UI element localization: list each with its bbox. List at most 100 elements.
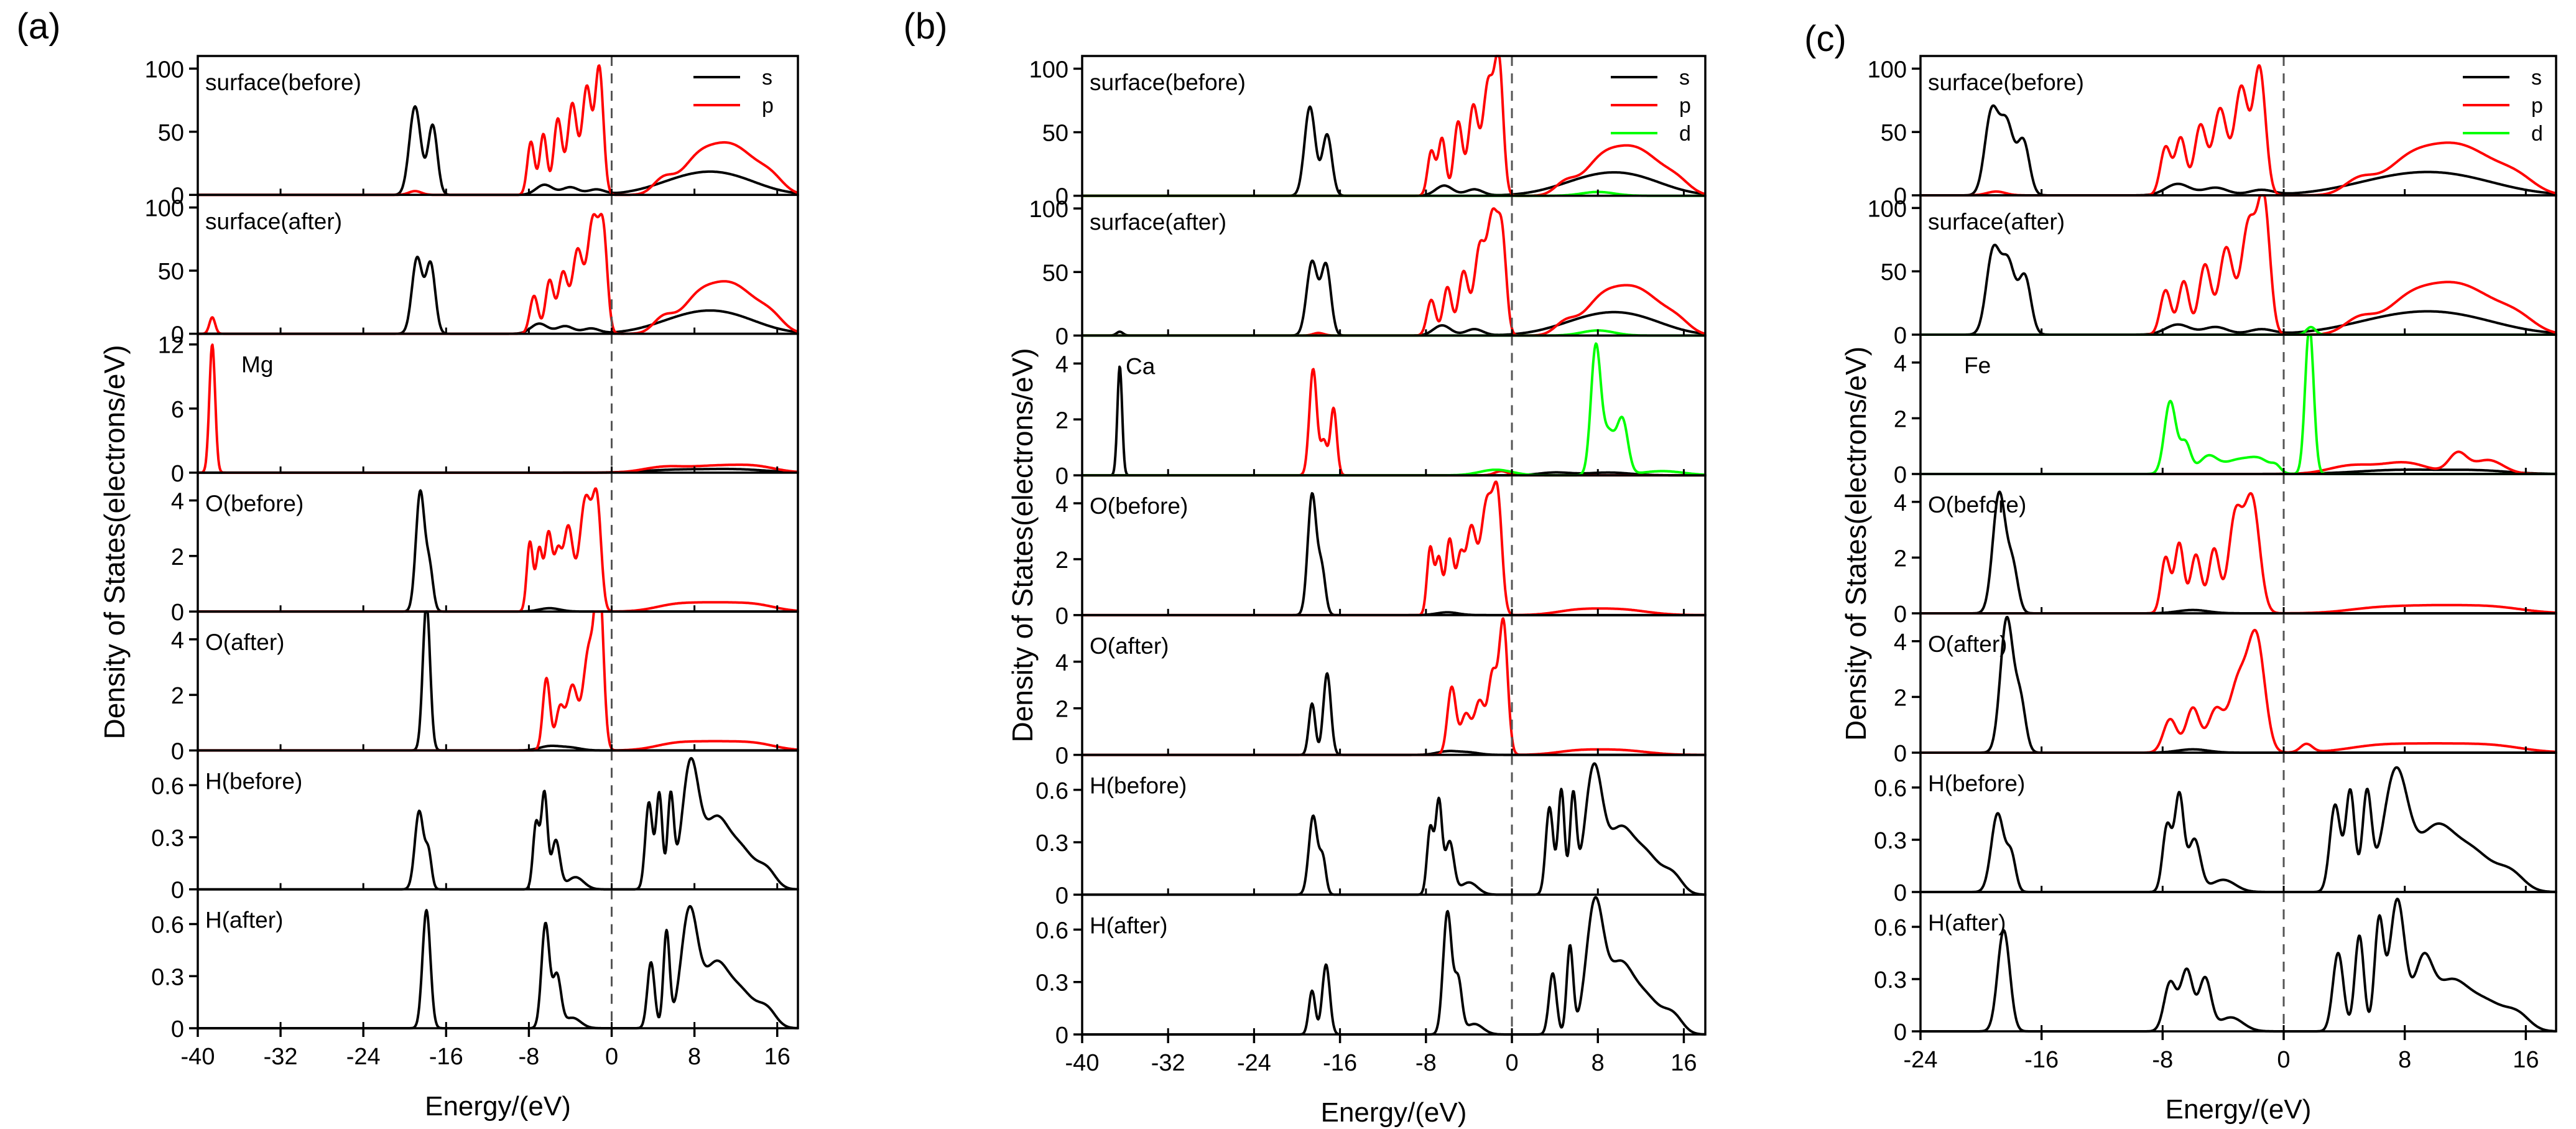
y-tick-label: 0.3 (1874, 967, 1907, 993)
series-s-line (1920, 104, 2557, 197)
y-axis-label: Density of States(electrons/eV) (98, 345, 131, 739)
subplot-h-after-: 0 0.3 0.6 H(after) (151, 888, 799, 1043)
series-d-line (1920, 325, 2557, 336)
subplot-label: surface(after) (1928, 209, 2065, 235)
series-s-line (1920, 616, 2557, 754)
y-tick-label: 50 (158, 259, 184, 285)
x-tick-label: 16 (1670, 1050, 1697, 1076)
subplot-label: Mg (241, 352, 273, 378)
subplot-frame (1081, 334, 1707, 476)
y-tick-label: 4 (171, 628, 184, 654)
y-tick-label: 0 (1894, 1020, 1907, 1046)
x-tick-label: -8 (2152, 1047, 2173, 1073)
x-tick-label: -32 (1151, 1050, 1185, 1076)
subplot-surface-after-: 0 50 100 surface(after) (145, 193, 799, 348)
y-tick-label: 4 (171, 489, 184, 515)
y-axis-label: Density of States(electrons/eV) (1006, 348, 1039, 742)
y-tick-label: 6 (171, 397, 184, 423)
subplot-o-after-: 0 2 4 O(after) (1055, 614, 1707, 769)
series-s-line (1082, 896, 1706, 1036)
y-tick-label: 0 (1894, 462, 1907, 488)
panel-label: (a) (17, 6, 61, 47)
series-s-line (1082, 105, 1706, 197)
subplot-label: surface(after) (205, 208, 342, 234)
y-tick-label: 2 (1894, 406, 1907, 432)
y-tick-label: 4 (1894, 490, 1907, 516)
y-tick-label: 0.3 (1035, 970, 1068, 997)
legend-label: d (1679, 122, 1691, 146)
y-tick-label: 0 (1055, 323, 1068, 350)
subplot-o-before-: 0 2 4 O(before) (1894, 473, 2557, 628)
legend-label: s (762, 66, 772, 90)
y-tick-label: 2 (1055, 547, 1068, 574)
y-tick-label: 2 (1894, 546, 1907, 572)
subplot-label: O(before) (1928, 492, 2026, 518)
x-tick-label: -40 (1065, 1050, 1100, 1076)
subplot-frame (197, 888, 799, 1029)
legend-label: p (2531, 94, 2543, 118)
panel-c: (c) 0 50 100 surface(before) spd 0 50 100 surface… (1804, 19, 2557, 1125)
x-tick-label: 0 (605, 1044, 618, 1070)
y-tick-label: 0.3 (1874, 828, 1907, 854)
y-tick-label: 0 (1055, 1023, 1068, 1049)
subplot-label: surface(after) (1090, 210, 1226, 235)
x-tick-label: -40 (181, 1044, 215, 1070)
subplot-frame (1081, 893, 1707, 1036)
y-tick-label: 100 (145, 196, 184, 222)
y-tick-label: 4 (1894, 351, 1907, 377)
subplot-label: Fe (1964, 353, 1991, 378)
y-tick-label: 4 (1894, 630, 1907, 656)
x-tick-label: -32 (264, 1044, 298, 1070)
legend: sp (693, 66, 774, 118)
x-tick-label: 8 (2398, 1047, 2411, 1073)
x-tick-label: -24 (346, 1044, 381, 1070)
y-tick-label: 0.6 (1035, 918, 1068, 944)
subplot-fe: 0 2 4 Fe (1894, 333, 2557, 488)
x-tick-label: 8 (688, 1044, 701, 1070)
x-tick-label: -8 (519, 1044, 540, 1070)
subplot-label: surface(before) (205, 70, 361, 95)
subplot-o-after-: 0 2 4 O(after) (1894, 612, 2557, 767)
panel-a: (a) 0 50 100 surface(before) sp 0 50 100 surface(… (17, 6, 799, 1122)
y-tick-label: 0 (1055, 463, 1068, 490)
panel-label: (c) (1804, 19, 1846, 59)
y-tick-label: 2 (1055, 407, 1068, 434)
legend-label: p (762, 94, 774, 118)
x-axis-label: Energy/(eV) (1321, 1097, 1467, 1128)
x-tick-label: -16 (1323, 1050, 1357, 1076)
y-tick-label: 4 (1055, 650, 1068, 676)
x-tick-label: -16 (2024, 1047, 2059, 1073)
subplot-label: surface(before) (1090, 70, 1246, 95)
y-tick-label: 0.3 (151, 825, 184, 852)
series-p-line (1082, 368, 1706, 477)
series-s-line (197, 256, 799, 335)
subplot-label: H(after) (1090, 913, 1167, 938)
legend-label: s (2531, 66, 2542, 90)
subplot-label: O(before) (1090, 493, 1188, 519)
x-tick-label: 16 (764, 1044, 790, 1070)
y-tick-label: 0 (1894, 323, 1907, 349)
subplot-label: O(before) (205, 491, 303, 516)
y-tick-label: 50 (1042, 260, 1068, 286)
y-tick-label: 50 (1881, 120, 1907, 146)
series-s-line (197, 610, 799, 752)
subplot-h-before-: 0 0.3 0.6 H(before) (151, 749, 799, 904)
x-tick-label: 16 (2513, 1047, 2539, 1073)
subplot-surface-after-: 0 50 100 surface(after) (1868, 194, 2557, 349)
subplot-label: O(after) (205, 630, 284, 655)
y-tick-label: 2 (171, 683, 184, 709)
y-tick-label: 2 (1894, 685, 1907, 711)
series-p-line (1920, 628, 2557, 754)
y-tick-label: 100 (145, 57, 184, 83)
legend-label: s (1679, 66, 1690, 90)
x-tick-label: 0 (2277, 1047, 2290, 1073)
y-tick-label: 0 (171, 461, 184, 487)
y-tick-label: 0 (1894, 602, 1907, 628)
subplot-mg: 0 6 12 Mg (158, 332, 799, 487)
series-s-line (197, 904, 799, 1029)
subplot-frame (197, 610, 799, 752)
subplot-frame (197, 332, 799, 474)
series-p-line (1082, 617, 1706, 756)
series-p-line (197, 610, 799, 752)
y-tick-label: 100 (1868, 57, 1907, 83)
